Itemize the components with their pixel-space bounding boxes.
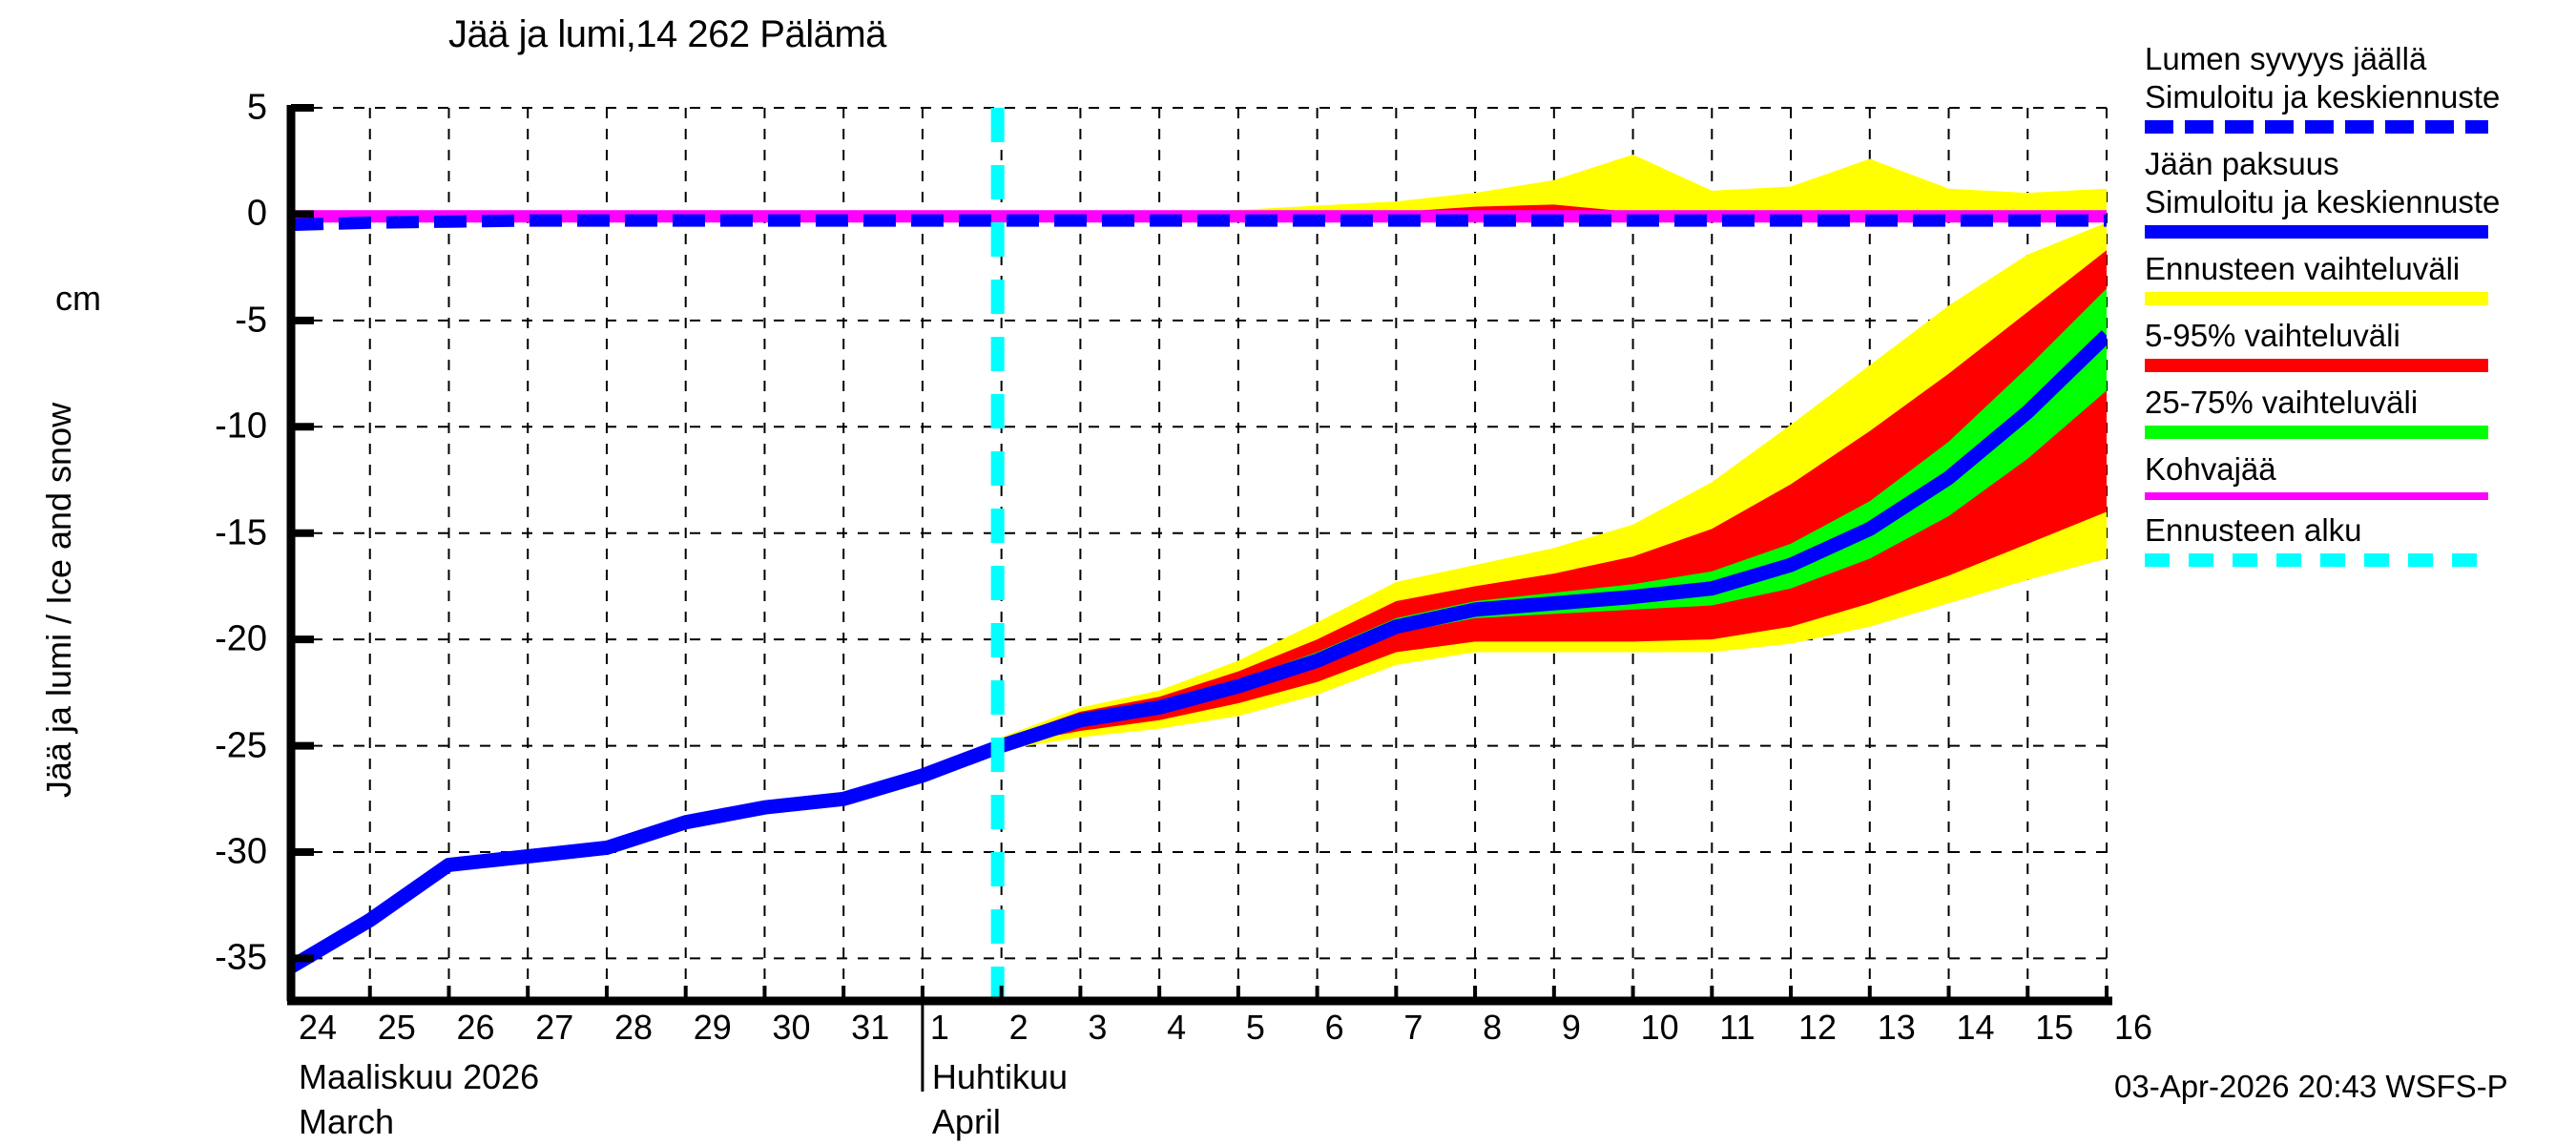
band-0 xyxy=(1001,222,2107,751)
legend-swatch xyxy=(2145,292,2488,305)
x-tick-label: 14 xyxy=(1956,1008,1995,1047)
data-lines xyxy=(291,210,2107,973)
y-tick-label: -20 xyxy=(215,618,267,659)
legend-group-title: Jään paksuus xyxy=(2145,146,2339,181)
legend-entry: 5-95% vaihteluväli xyxy=(2145,317,2574,372)
x-tick-label: 31 xyxy=(851,1008,890,1047)
legend-swatch xyxy=(2145,120,2488,134)
legend-label: Ennusteen alku xyxy=(2145,512,2362,548)
x-tick-label: 15 xyxy=(2035,1008,2074,1047)
legend-label: Ennusteen vaihteluväli xyxy=(2145,251,2461,286)
y-axis-title: Jää ja lumi / Ice and snow xyxy=(39,402,78,799)
x-tick-label: 13 xyxy=(1877,1008,1916,1047)
ice-thickness-line xyxy=(291,330,2107,973)
x-tick-label: 2 xyxy=(1008,1008,1028,1047)
y-tick-label: 5 xyxy=(246,87,267,128)
y-axis-unit: cm xyxy=(55,279,101,318)
legend: Lumen syvyys jäällä Simuloitu ja keskienn… xyxy=(2145,40,2574,578)
legend-swatch xyxy=(2145,225,2488,239)
x-tick-label: 26 xyxy=(456,1008,495,1047)
y-tick-label: -30 xyxy=(215,831,267,872)
legend-label: Simuloitu ja keskiennuste xyxy=(2145,79,2501,114)
legend-swatch xyxy=(2145,426,2488,439)
x-tick-label: 28 xyxy=(613,1008,653,1047)
snow-depth-line xyxy=(291,214,2107,232)
x-axis-month-left-en: March xyxy=(299,1102,395,1141)
x-tick-label: 6 xyxy=(1324,1008,1344,1047)
legend-swatch xyxy=(2145,553,2488,567)
x-tick-label: 16 xyxy=(2114,1008,2153,1047)
legend-entry: Lumen syvyys jäällä Simuloitu ja keskienn… xyxy=(2145,40,2574,134)
x-tick-label: 11 xyxy=(1719,1008,1755,1047)
y-tick-label: -35 xyxy=(215,937,267,978)
legend-group-title: Lumen syvyys jäällä xyxy=(2145,41,2427,76)
x-tick-label: 4 xyxy=(1167,1008,1187,1047)
band-3 xyxy=(1001,155,2107,221)
x-axis-month-right-en: April xyxy=(931,1102,1001,1141)
y-tick-label: -10 xyxy=(215,406,267,447)
legend-entry: Kohvajää xyxy=(2145,450,2574,500)
legend-swatch xyxy=(2145,359,2488,372)
legend-entry: Ennusteen vaihteluväli xyxy=(2145,250,2574,305)
x-tick-label: 3 xyxy=(1088,1008,1108,1047)
y-tick-label: -5 xyxy=(235,300,267,341)
x-tick-label: 30 xyxy=(772,1008,811,1047)
legend-label: Simuloitu ja keskiennuste xyxy=(2145,184,2501,219)
legend-entry: Jään paksuus Simuloitu ja keskiennuste xyxy=(2145,145,2574,239)
chart-title: Jää ja lumi,14 262 Pälämä xyxy=(448,13,886,55)
legend-label: 25-75% vaihteluväli xyxy=(2145,385,2419,420)
y-axis-ticks: 5 0 -5 -10 -15 -20 -25 -30 -35 xyxy=(153,0,267,1145)
legend-label: Kohvajää xyxy=(2145,451,2276,487)
legend-entry: 25-75% vaihteluväli xyxy=(2145,384,2574,439)
axis-ticks xyxy=(289,104,2109,1092)
x-tick-label: 1 xyxy=(929,1008,949,1047)
x-tick-label: 10 xyxy=(1640,1008,1679,1047)
x-tick-label: 29 xyxy=(693,1008,732,1047)
legend-label: 5-95% vaihteluväli xyxy=(2145,318,2400,353)
x-tick-label: 27 xyxy=(535,1008,574,1047)
y-tick-label: -15 xyxy=(215,512,267,553)
x-tick-label: 9 xyxy=(1561,1008,1581,1047)
y-tick-label: 0 xyxy=(246,193,267,234)
legend-entry: Ennusteen alku xyxy=(2145,511,2574,567)
x-tick-label: 25 xyxy=(377,1008,416,1047)
x-axis-month-right-fi: Huhtikuu xyxy=(931,1057,1068,1096)
x-tick-label: 5 xyxy=(1245,1008,1265,1047)
x-tick-label: 8 xyxy=(1483,1008,1503,1047)
x-tick-label: 24 xyxy=(299,1008,338,1047)
x-tick-label: 12 xyxy=(1798,1008,1838,1047)
x-tick-label: 7 xyxy=(1403,1008,1423,1047)
legend-swatch xyxy=(2145,492,2488,500)
y-tick-label: -25 xyxy=(215,725,267,766)
footer-timestamp: 03-Apr-2026 20:43 WSFS-P xyxy=(2114,1069,2508,1104)
x-axis-month-left-fi: Maaliskuu 2026 xyxy=(299,1057,540,1096)
